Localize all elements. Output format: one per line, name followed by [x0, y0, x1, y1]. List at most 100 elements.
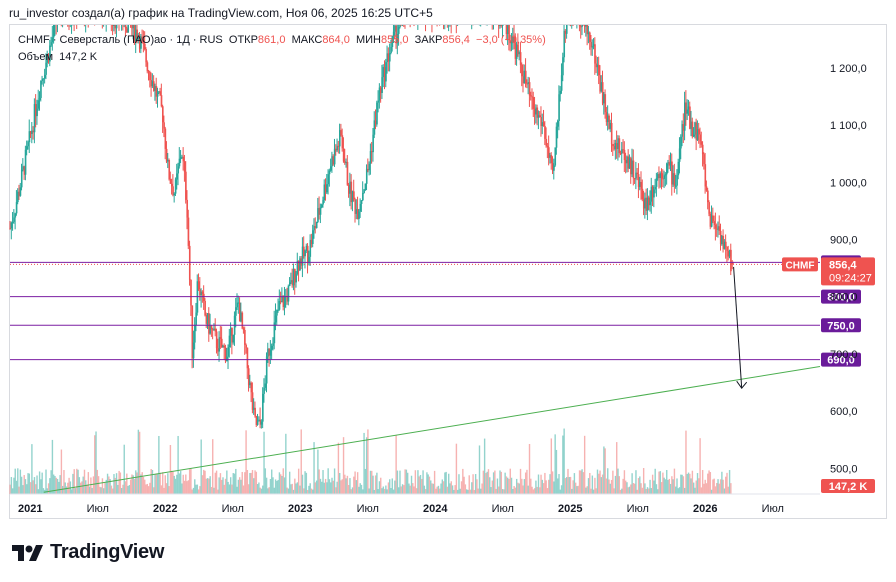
candle-body — [498, 25, 500, 26]
volume-bar — [662, 472, 664, 494]
volume-bar — [691, 470, 694, 494]
level-label-bg — [821, 318, 861, 333]
volume-bar — [610, 479, 613, 494]
volume-bar — [360, 484, 363, 494]
volume-bar — [410, 475, 413, 494]
candle-body — [321, 204, 323, 208]
volume-bar — [450, 481, 452, 494]
volume-bar — [299, 485, 301, 494]
volume-bar — [494, 470, 496, 494]
volume-bar — [628, 486, 631, 494]
volume-bar — [622, 478, 624, 494]
volume-bar — [359, 483, 361, 494]
candle-body — [381, 77, 383, 93]
candle-body — [226, 356, 228, 362]
volume-bar — [163, 487, 165, 494]
candle-body — [221, 338, 223, 348]
tradingview-brand[interactable]: TradingView — [12, 541, 164, 564]
volume-bar — [566, 477, 568, 494]
volume-bar — [351, 487, 354, 494]
volume-bar — [612, 470, 614, 494]
candle-body — [168, 159, 171, 180]
volume-bar — [637, 478, 640, 494]
volume-bar — [689, 473, 691, 494]
volume-bar — [219, 473, 222, 494]
volume-bar — [308, 485, 310, 494]
candle-body — [654, 186, 657, 190]
candle-body — [146, 62, 149, 72]
volume-bar — [140, 474, 142, 494]
candle-body — [705, 186, 708, 191]
volume-bar — [389, 479, 391, 494]
volume-bar — [50, 470, 52, 494]
candle-body — [309, 239, 312, 257]
price-tick-label: 600,0 — [830, 406, 858, 418]
time-axis[interactable]: 2021 Июл 2022 Июл 2023 Июл 2024 Июл 2025 Июл 2026 И… — [10, 493, 820, 515]
candle-body — [219, 337, 222, 339]
volume-bar — [236, 486, 238, 494]
volume-bar — [581, 469, 583, 494]
candle-body — [678, 148, 681, 162]
trendline-group[interactable] — [43, 266, 821, 493]
volume-bar — [68, 477, 70, 494]
candle-body — [508, 25, 510, 41]
legend-symbol[interactable]: CHMF · Северсталь (ПАО)ао · 1Д · RUS — [18, 34, 223, 46]
candle-body — [377, 100, 380, 103]
candle-body — [363, 190, 365, 193]
candle-body — [500, 25, 503, 26]
volume-bar — [522, 485, 524, 494]
volume-bar — [97, 476, 100, 494]
volume-bar — [173, 475, 175, 494]
candle-body — [512, 36, 514, 43]
volume-bar — [238, 477, 241, 494]
chart-caption: ru_investor создал(а) график на TradingV… — [9, 6, 433, 20]
candle-body — [245, 344, 247, 348]
horizontal-levels[interactable]: 860,0800,0750,0690,0CHMF856,409:24:27147… — [10, 255, 875, 493]
volume-bar — [380, 477, 382, 494]
candle-body — [600, 82, 603, 92]
volume-bar — [344, 474, 346, 494]
volume-bar — [413, 486, 415, 494]
volume-bar — [409, 485, 411, 494]
candle-body — [530, 95, 532, 97]
volume-bar — [406, 472, 409, 494]
tradingview-logo-icon — [12, 544, 43, 561]
brand-name: TradingView — [50, 541, 165, 563]
volume-bar — [223, 484, 225, 494]
volume-bar — [714, 486, 717, 494]
candle-body — [167, 159, 169, 162]
volume-bar — [277, 479, 279, 494]
volume-bar — [283, 477, 286, 494]
volume-bar — [278, 472, 281, 494]
volume-bar — [537, 474, 540, 494]
volume-bar — [617, 468, 619, 494]
volume-bar — [376, 472, 378, 494]
volume-bar — [430, 480, 432, 494]
volume-bar — [383, 488, 386, 494]
volume-bar — [489, 477, 491, 494]
volume-bar — [400, 486, 402, 494]
candle-body — [564, 30, 567, 34]
candle-body — [687, 106, 690, 110]
candle-body — [642, 199, 645, 209]
volume-bar — [24, 479, 27, 494]
volume-bar — [242, 485, 245, 494]
volume-bar — [680, 474, 682, 494]
candle-body — [509, 40, 512, 44]
volume-bar — [651, 474, 654, 494]
candle-body — [277, 309, 280, 311]
candle-body — [22, 166, 24, 170]
forecast-arrow-head — [736, 380, 748, 390]
volume-bar — [576, 486, 578, 494]
volume-bar — [222, 477, 224, 494]
candle-body — [140, 36, 142, 49]
price-tick-label: 700,0 — [830, 349, 858, 361]
time-tick-label: 2023 — [288, 503, 312, 515]
candle-body — [113, 25, 115, 26]
candle-body — [191, 305, 194, 359]
price-axis[interactable]: 500,0 600,0 700,0 800,0 900,0 1 000,0 1 100,0 1… — [830, 63, 867, 475]
volume-bar — [510, 477, 513, 494]
candle-body — [628, 158, 631, 169]
candle-body — [41, 78, 44, 81]
